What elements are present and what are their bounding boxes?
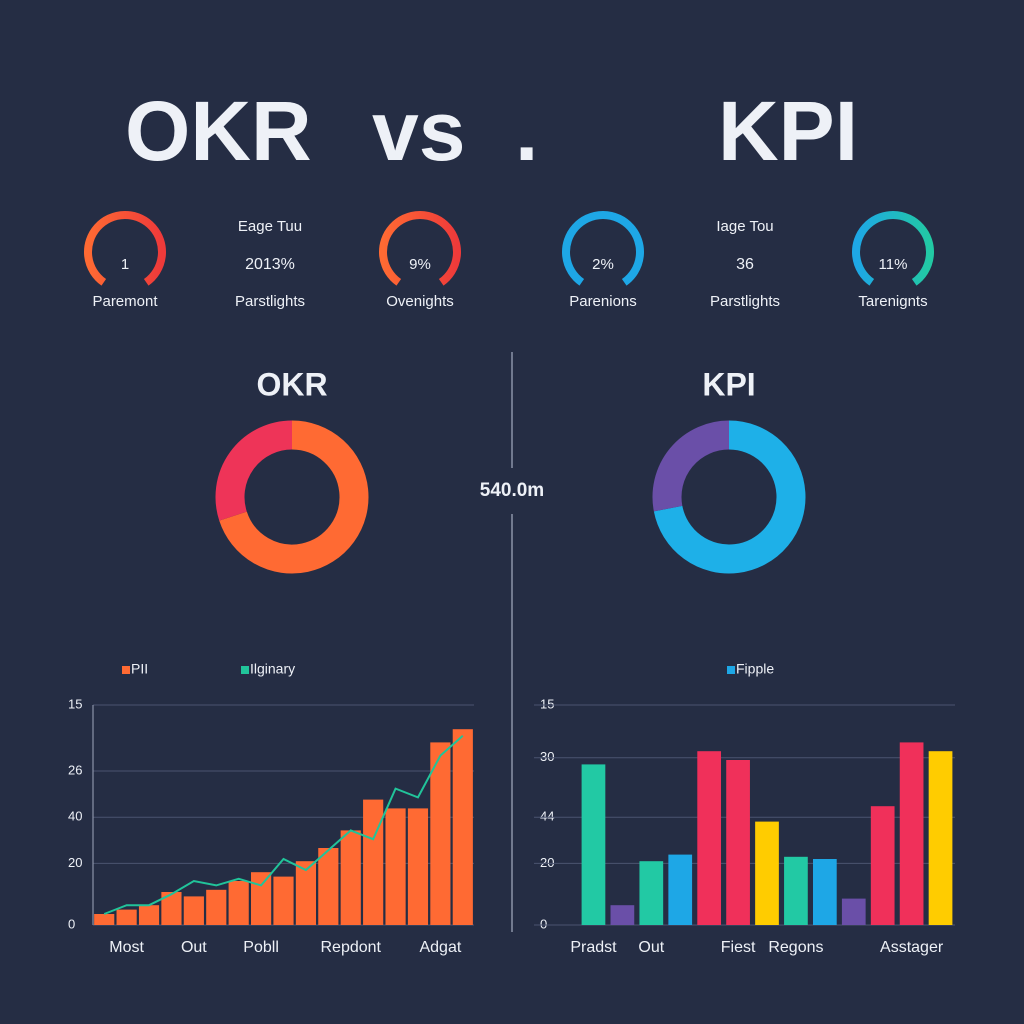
y-tick-label: 15 bbox=[68, 696, 82, 711]
bar bbox=[812, 859, 837, 925]
x-tick-label: Repdont bbox=[320, 939, 381, 956]
bar bbox=[581, 764, 606, 925]
title-part: vs bbox=[372, 84, 465, 178]
chart-title: OKR bbox=[256, 366, 327, 402]
line bbox=[103, 735, 464, 915]
gauge-arc bbox=[562, 211, 644, 286]
gauge-arc bbox=[852, 211, 934, 286]
x-tick-label: Pobll bbox=[243, 939, 279, 956]
stat-caption: Parstlights bbox=[710, 293, 780, 310]
gauge-arc bbox=[379, 211, 461, 286]
legend-swatch bbox=[122, 666, 130, 674]
gauge-arc bbox=[84, 211, 166, 286]
title-part: OKR bbox=[125, 84, 312, 178]
stat-caption: Paremont bbox=[92, 293, 158, 310]
x-tick-label: Adgat bbox=[419, 939, 461, 956]
legend-swatch bbox=[727, 666, 735, 674]
legend-label: PII bbox=[131, 661, 148, 677]
bar bbox=[161, 892, 182, 925]
title-part: KPI bbox=[718, 84, 858, 178]
bar bbox=[697, 751, 722, 925]
bar bbox=[228, 881, 249, 925]
legend-swatch bbox=[241, 666, 249, 674]
stat-label: Iage Tou bbox=[716, 218, 773, 235]
stat-label: Eage Tuu bbox=[238, 218, 302, 235]
stat-caption: Parstlights bbox=[235, 293, 305, 310]
bar bbox=[94, 914, 115, 925]
bar bbox=[928, 751, 953, 925]
bar bbox=[726, 760, 750, 925]
donut-segment bbox=[653, 420, 806, 574]
bar bbox=[273, 876, 294, 925]
stat-value: 2013% bbox=[245, 256, 295, 273]
stat-caption: Ovenights bbox=[386, 293, 454, 310]
bar bbox=[318, 848, 339, 925]
bar bbox=[639, 861, 664, 925]
y-tick-label: 20 bbox=[68, 855, 82, 870]
gauge-value: 9% bbox=[409, 256, 431, 273]
legend-label: Ilginary bbox=[250, 661, 295, 677]
gauge-value: 11% bbox=[879, 256, 908, 273]
donut-segment bbox=[652, 420, 730, 512]
chart-title: KPI bbox=[702, 366, 755, 402]
x-tick-label: Most bbox=[109, 939, 144, 956]
x-tick-label: Out bbox=[181, 939, 207, 956]
x-tick-label: Fiest bbox=[721, 939, 756, 956]
y-tick-label: 20 bbox=[540, 855, 554, 870]
bar bbox=[899, 742, 924, 925]
donut-segment bbox=[219, 420, 369, 574]
x-tick-label: Regons bbox=[768, 939, 823, 956]
y-tick-label: 26 bbox=[68, 762, 82, 777]
y-tick-label: 30 bbox=[540, 749, 554, 764]
bar bbox=[206, 889, 227, 925]
bar bbox=[138, 905, 160, 925]
y-tick-label: 15 bbox=[540, 696, 554, 711]
legend-label: Fipple bbox=[736, 661, 774, 677]
gauge-value: 1 bbox=[121, 256, 129, 273]
bar bbox=[870, 806, 895, 925]
center-label: 540.0m bbox=[480, 480, 544, 501]
bar bbox=[363, 799, 384, 925]
bar bbox=[452, 729, 473, 925]
bar bbox=[668, 854, 693, 925]
bar bbox=[610, 905, 635, 925]
bar bbox=[784, 856, 808, 925]
y-tick-label: 40 bbox=[68, 809, 82, 824]
x-tick-label: Asstager bbox=[880, 939, 944, 956]
gauge-value: 2% bbox=[592, 256, 614, 273]
y-tick-label: 44 bbox=[540, 809, 554, 824]
donut-segment bbox=[215, 420, 293, 521]
y-tick-label: 0 bbox=[540, 916, 547, 931]
bar bbox=[755, 821, 779, 925]
bar bbox=[430, 742, 451, 925]
x-tick-label: Pradst bbox=[570, 939, 617, 956]
bar bbox=[340, 830, 361, 925]
bar bbox=[841, 898, 866, 925]
x-tick-label: Out bbox=[638, 939, 664, 956]
bar bbox=[385, 808, 406, 925]
bar bbox=[116, 909, 137, 925]
stat-value: 36 bbox=[736, 256, 754, 273]
bar bbox=[295, 861, 316, 925]
title-part: . bbox=[515, 84, 538, 178]
bar bbox=[251, 872, 272, 925]
bar bbox=[407, 808, 429, 925]
bar bbox=[183, 896, 204, 925]
stat-caption: Parenions bbox=[569, 293, 637, 310]
y-tick-label: 0 bbox=[68, 916, 75, 931]
stat-caption: Tarenignts bbox=[858, 293, 927, 310]
